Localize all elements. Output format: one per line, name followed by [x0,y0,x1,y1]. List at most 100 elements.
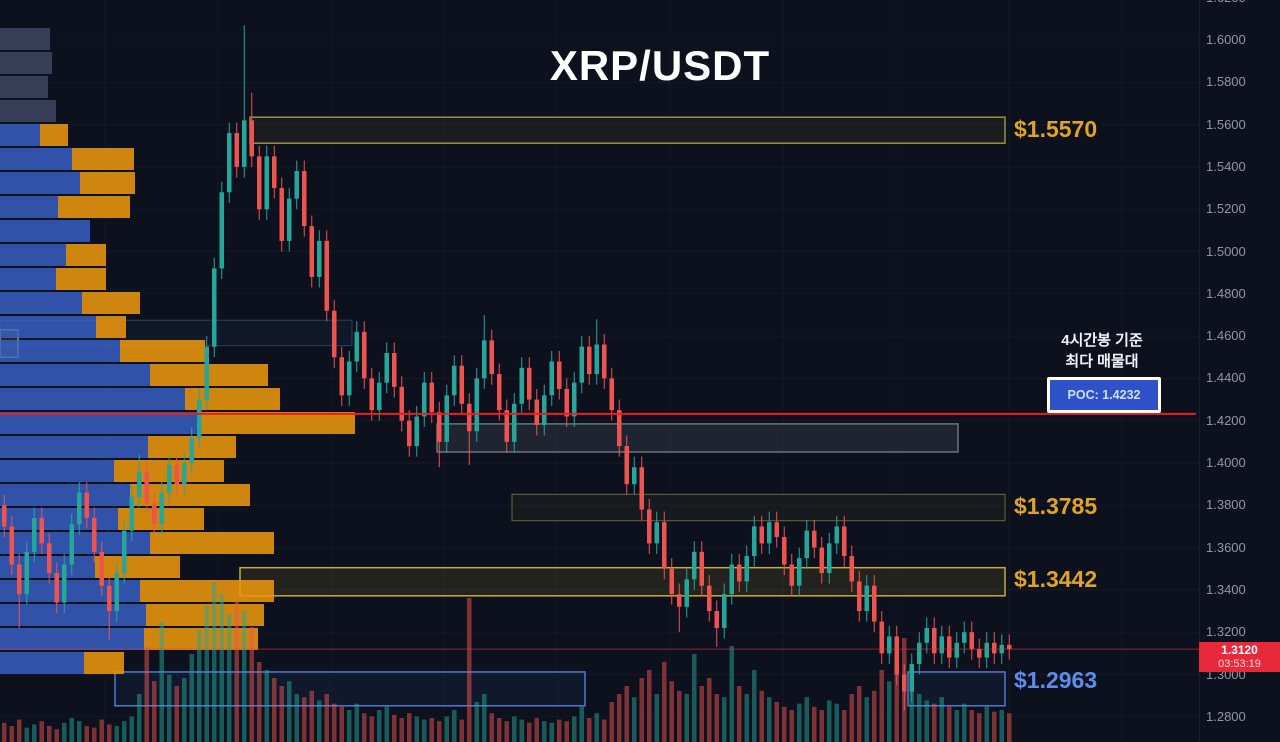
volume-profile-bar-buy [0,340,120,362]
volume-profile-bar-buy [0,484,130,506]
volume-bar [339,706,344,742]
candle [857,581,862,612]
candle [647,509,652,544]
candle [167,465,172,493]
candle [392,353,397,387]
candle [174,465,179,485]
candle [324,240,329,311]
volume-bar [482,694,487,742]
candle [917,642,922,664]
volume-bar [122,721,127,742]
candle [572,382,577,417]
candle [887,636,892,654]
volume-bar [984,706,989,742]
candle [414,416,419,447]
price-axis-label: 1.4200 [1206,412,1246,428]
volume-bar [9,726,14,742]
price-axis-label: 1.4400 [1206,370,1246,386]
candle [317,240,322,277]
volume-bar [774,702,779,742]
volume-profile-bar-buy [0,412,200,434]
candle [602,344,607,379]
candle [669,568,674,595]
volume-bar [212,582,217,742]
candle [842,526,847,557]
volume-bar [219,594,224,742]
price-axis-label: 1.3800 [1206,497,1246,513]
volume-profile-bar-buy [0,316,96,338]
volume-bar [909,678,914,742]
volume-bar [174,686,179,742]
volume-profile-bar-buy [0,148,72,170]
volume-bar [362,713,367,742]
volume-bar [309,690,314,742]
candle [984,642,989,658]
volume-bar [632,697,637,742]
volume-bar [767,697,772,742]
volume-bar [129,716,134,742]
candle [497,374,502,411]
volume-bar [257,662,262,742]
volume-bar [384,706,389,742]
volume-bar [137,694,142,742]
volume-profile-bar-buy [0,604,146,626]
candle [894,636,899,675]
volume-profile-bar-buy [0,244,66,266]
volume-profile-bar-buy [0,628,144,650]
candle [107,585,112,612]
candle [549,361,554,396]
volume-bar [714,694,719,742]
candle [759,526,764,544]
volume-bar [347,710,352,742]
candle [47,543,52,573]
symbol-title: XRP/USDT [549,42,771,89]
price-axis-label: 1.5200 [1206,201,1246,217]
candle [347,361,352,396]
sr-zone [511,493,1006,522]
volume-profile-bar-sell [58,196,130,218]
volume-bar [114,726,119,742]
candle [197,399,202,438]
volume-bar [977,713,982,742]
candle [474,378,479,432]
volume-bar [1007,713,1012,742]
volume-bar [564,721,569,742]
price-axis-label: 1.5000 [1206,243,1246,259]
candle [834,526,839,544]
volume-profile-bar-buy [0,52,52,74]
price-axis[interactable]: 1.6200 1.6000 1.5800 1.5600 1.5400 1.5200 1.50… [1199,0,1280,742]
candle [422,382,427,417]
volume-bar [579,706,584,742]
poc-annotation-note: 4시간봉 기준 최다 매물대 [1032,330,1172,372]
volume-bar [167,674,172,742]
candle [512,403,517,442]
candle [812,530,817,548]
volume-bar [872,690,877,742]
candle [309,226,314,277]
candle [272,156,277,189]
volume-bar [489,713,494,742]
volume-profile-bar-buy [0,292,82,314]
candle [1007,644,1012,650]
candle [804,530,809,559]
current-price-badge: 1.3120 03:53:19 [1199,642,1280,672]
candle [737,564,742,582]
candle [767,522,772,544]
volume-bar [602,719,607,742]
candle [789,564,794,586]
volume-profile-bar-buy [0,76,48,98]
candle [864,585,869,612]
annotation-line1: 4시간봉 기준 [1061,332,1143,349]
candle [797,558,802,586]
volume-bar [624,686,629,742]
volume-bar [227,614,232,742]
volume-bar [182,678,187,742]
price-axis-label: 1.5800 [1206,74,1246,90]
volume-bar [804,697,809,742]
volume-profile-bar-buy [0,436,148,458]
candle [939,636,944,654]
candle [332,310,337,358]
candle [459,365,464,404]
